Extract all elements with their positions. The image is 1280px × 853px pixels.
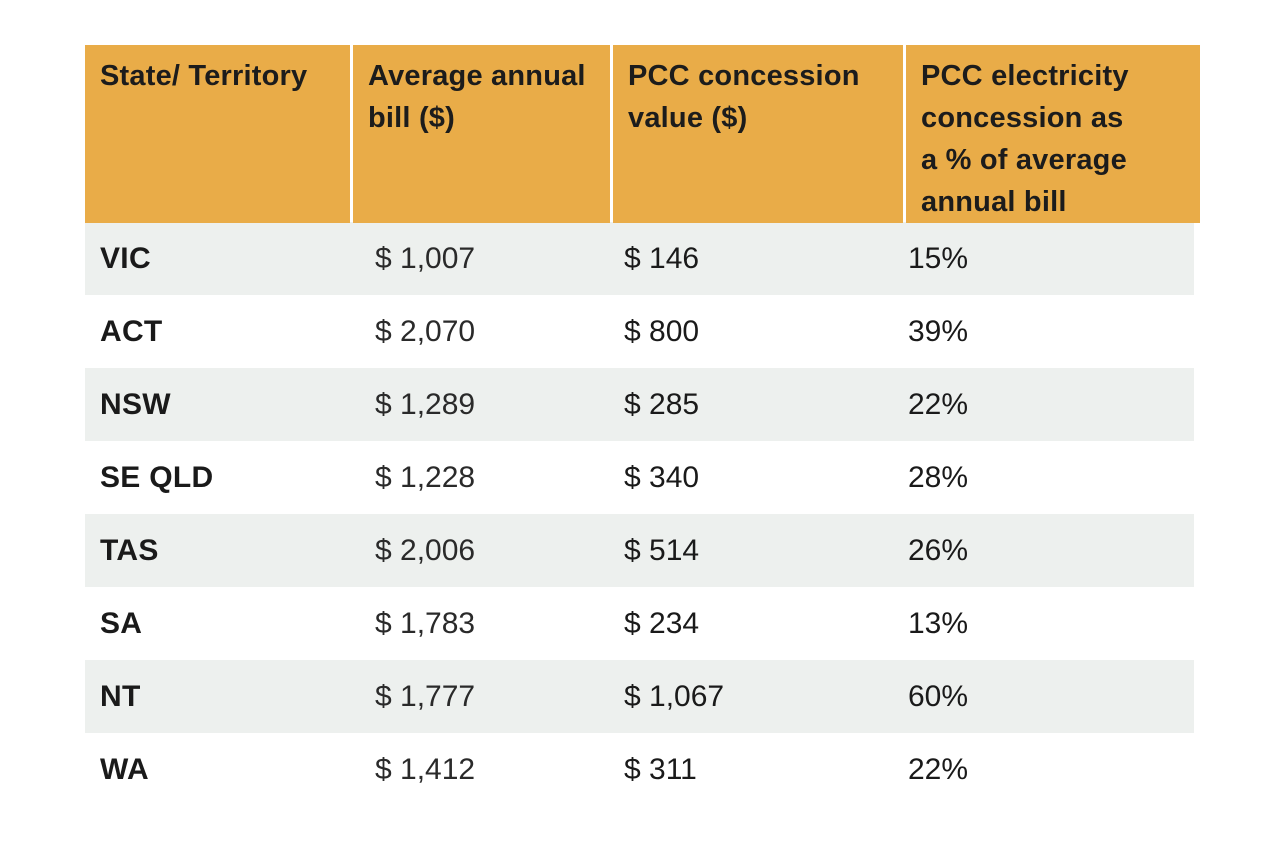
cell-concession: $ 146 [624, 241, 700, 275]
cell-concession: $ 311 [624, 752, 697, 786]
cell-bill: $ 1,007 [375, 241, 476, 275]
cell-state: ACT [100, 314, 163, 348]
table-row: TAS $ 2,006 $ 514 26% [85, 514, 1194, 587]
cell-state: NT [100, 679, 141, 713]
cell-bill: $ 1,783 [375, 606, 476, 640]
cell-state: SE QLD [100, 460, 214, 494]
cell-concession: $ 234 [624, 606, 700, 640]
header-line: bill ($) [368, 102, 455, 134]
cell-concession: $ 285 [624, 387, 700, 421]
cell-percent: 26% [908, 533, 969, 567]
header-line: concession as [921, 102, 1124, 134]
cell-bill: $ 1,412 [375, 752, 476, 786]
cell-concession: $ 800 [624, 314, 700, 348]
cell-percent: 39% [908, 314, 969, 348]
table-row: SA $ 1,783 $ 234 13% [85, 587, 1194, 660]
header-line: State/ Territory [100, 60, 308, 92]
header-concession-percent: PCC electricity concession as a % of ave… [906, 45, 1200, 223]
cell-concession: $ 1,067 [624, 679, 725, 713]
table-header-row: State/ Territory Average annual bill ($)… [85, 45, 1200, 223]
header-state-territory: State/ Territory [85, 45, 350, 223]
header-line: PCC electricity [921, 60, 1129, 92]
cell-state: NSW [100, 387, 171, 421]
cell-bill: $ 2,070 [375, 314, 476, 348]
cell-state: VIC [100, 241, 151, 275]
table-row: VIC $ 1,007 $ 146 15% [85, 222, 1194, 295]
table-row: WA $ 1,412 $ 311 22% [85, 733, 1194, 806]
cell-bill: $ 1,777 [375, 679, 476, 713]
cell-percent: 15% [908, 241, 969, 275]
cell-bill: $ 1,228 [375, 460, 476, 494]
cell-state: SA [100, 606, 143, 640]
cell-state: WA [100, 752, 149, 786]
cell-bill: $ 1,289 [375, 387, 476, 421]
cell-percent: 13% [908, 606, 969, 640]
header-average-annual-bill: Average annual bill ($) [353, 45, 610, 223]
table-row: SE QLD $ 1,228 $ 340 28% [85, 441, 1194, 514]
table-row: ACT $ 2,070 $ 800 39% [85, 295, 1194, 368]
cell-percent: 22% [908, 387, 969, 421]
header-line: a % of average [921, 144, 1127, 176]
header-line: annual bill [921, 186, 1067, 218]
header-line: PCC concession [628, 60, 860, 92]
table-row: NT $ 1,777 $ 1,067 60% [85, 660, 1194, 733]
cell-concession: $ 514 [624, 533, 700, 567]
concession-table: State/ Territory Average annual bill ($)… [85, 45, 1200, 806]
cell-bill: $ 2,006 [375, 533, 476, 567]
cell-concession: $ 340 [624, 460, 700, 494]
header-pcc-concession-value: PCC concession value ($) [613, 45, 903, 223]
table-row: NSW $ 1,289 $ 285 22% [85, 368, 1194, 441]
cell-state: TAS [100, 533, 159, 567]
cell-percent: 60% [908, 679, 969, 713]
header-line: Average annual [368, 60, 586, 92]
header-line: value ($) [628, 102, 748, 134]
cell-percent: 28% [908, 460, 969, 494]
cell-percent: 22% [908, 752, 969, 786]
